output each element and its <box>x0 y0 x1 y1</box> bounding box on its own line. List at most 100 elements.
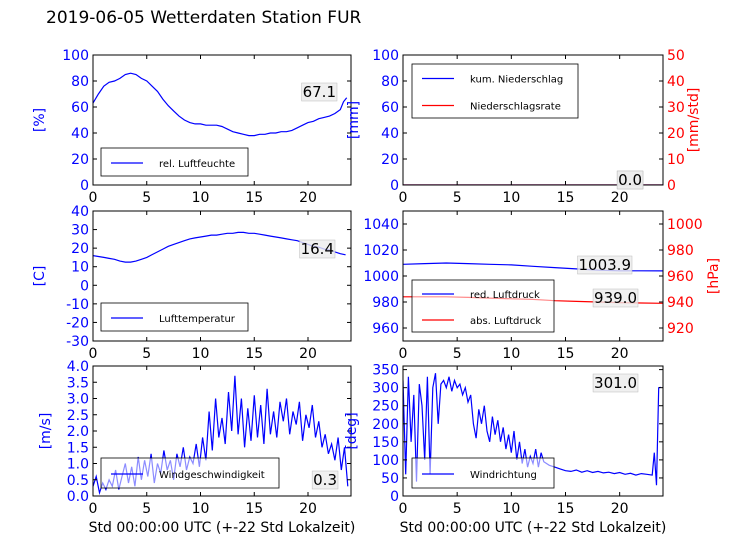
x-tick-label: 20 <box>299 346 317 362</box>
legend-label: kum. Niederschlag <box>470 75 563 86</box>
x-tick-label: 0 <box>89 190 98 206</box>
x-tick-label: 10 <box>192 346 210 362</box>
x-tick-label: 20 <box>611 501 629 517</box>
latest-value-bg <box>577 255 633 275</box>
x-tick-label: 0 <box>399 346 408 362</box>
y-tick-label: 60 <box>381 100 399 116</box>
x-tick-label: 5 <box>142 190 151 206</box>
x-tick-label: 20 <box>299 190 317 206</box>
series-line-0 <box>403 373 661 486</box>
legend-box <box>100 302 249 332</box>
y2-tick-label: 20 <box>667 126 685 142</box>
y-tick-label: 150 <box>372 435 399 451</box>
latest-value: 0.3 <box>313 471 337 489</box>
y-tick-label: 1.5 <box>67 440 89 456</box>
x-tick-label: 15 <box>245 190 263 206</box>
panel-humidity: 0 5 10 15 20 0 20 40 60 80 100 [%] rel. Luftfeuchte 6… <box>32 48 352 206</box>
y-tick-label: 1.0 <box>67 457 89 473</box>
y-tick-label: -20 <box>66 315 89 331</box>
y-tick-label: 100 <box>62 48 89 64</box>
y-axis-label: [C] <box>32 266 48 287</box>
legend-box <box>100 457 280 489</box>
latest-value-bg <box>311 470 339 490</box>
panel-temperature: 0 5 10 15 20 -30 -20 -10 0 10 20 30 40 [C] Lufttempera… <box>32 204 352 362</box>
y2-tick-label: 920 <box>667 321 694 337</box>
y2-tick-label: 30 <box>667 100 685 116</box>
y-tick-label: 40 <box>381 126 399 142</box>
y-tick-label: 80 <box>71 74 89 90</box>
y-tick-label: 250 <box>372 399 399 415</box>
series-line-0 <box>93 72 348 137</box>
y-tick-label: 2.0 <box>67 424 89 440</box>
y-tick-label: 0 <box>80 178 89 194</box>
x-tick-label: 5 <box>453 501 462 517</box>
y-tick-label: 3.0 <box>67 392 89 408</box>
panel-wind-direction: 0 5 10 15 20050100150200250300350[deg]Windri… <box>344 363 664 517</box>
latest-value-bg <box>301 82 338 102</box>
x-tick-label: 5 <box>453 346 462 362</box>
y-tick-label: 1020 <box>363 243 399 259</box>
y-tick-label: -30 <box>66 334 89 350</box>
x-tick-label: 15 <box>557 346 575 362</box>
latest-value-secondary-bg <box>616 170 644 190</box>
x-tick-label: 10 <box>502 346 520 362</box>
y2-tick-label: 10 <box>667 152 685 168</box>
panel-pressure: 0 5 10 15 20 960 980 1000 1020 1040 920 940 960 980 10… <box>363 210 722 362</box>
legend-box <box>411 279 555 333</box>
x-axis-label-right: Std 00:00:00 UTC (+-22 Std Lokalzeit) <box>400 520 667 536</box>
latest-value: 301.0 <box>594 374 637 392</box>
legend-label: Niederschlagsrate <box>470 102 561 113</box>
legend-label: Lufttemperatur <box>159 314 236 325</box>
y-tick-label: 100 <box>372 453 399 469</box>
y-tick-label: 60 <box>71 100 89 116</box>
y-tick-label: 0 <box>390 489 399 505</box>
y-tick-label: 960 <box>372 321 399 337</box>
x-tick-label: 0 <box>399 190 408 206</box>
y2-axis-label: [mm/std] <box>686 88 702 153</box>
panel-wind-speed: 0 5 10 15 20 0.00.51.01.52.02.53.03.54.0 [m/s]… <box>38 359 352 517</box>
y-tick-label: 20 <box>71 241 89 257</box>
y-tick-label: 50 <box>381 471 399 487</box>
x-tick-label: 15 <box>557 190 575 206</box>
y2-tick-label: 50 <box>667 48 685 64</box>
y-tick-label: 350 <box>372 363 399 379</box>
y-tick-label: 30 <box>71 223 89 239</box>
y2-tick-label: 960 <box>667 269 694 285</box>
latest-value-bg <box>592 373 639 393</box>
x-tick-label: 10 <box>502 501 520 517</box>
y2-tick-label: 0 <box>667 178 676 194</box>
y2-axis-label: [hPa] <box>706 258 722 294</box>
latest-value-secondary-bg <box>592 288 639 308</box>
x-tick-label: 0 <box>89 346 98 362</box>
x-tick-label: 10 <box>192 501 210 517</box>
x-axis-label-left: Std 00:00:00 UTC (+-22 Std Lokalzeit) <box>89 520 356 536</box>
y-axis-label: [deg] <box>344 412 360 449</box>
y-tick-label: 10 <box>71 260 89 276</box>
x-tick-label: 10 <box>192 190 210 206</box>
x-tick-label: 15 <box>245 501 263 517</box>
legend-label: Windgeschwindigkeit <box>159 470 265 481</box>
y-tick-label: 20 <box>71 152 89 168</box>
latest-value-secondary: 0.0 <box>618 171 642 189</box>
plot-frame <box>402 54 664 186</box>
x-tick-label: 5 <box>142 346 151 362</box>
y2-tick-label: 940 <box>667 295 694 311</box>
y-tick-label: 200 <box>372 417 399 433</box>
latest-value: 67.1 <box>303 83 336 101</box>
y2-tick-label: 40 <box>667 74 685 90</box>
y-tick-label: 980 <box>372 295 399 311</box>
x-tick-label: 5 <box>453 190 462 206</box>
y-axis-label: [m/s] <box>38 413 54 450</box>
x-tick-label: 20 <box>611 190 629 206</box>
x-tick-label: 15 <box>557 501 575 517</box>
legend-box <box>411 457 555 489</box>
y-axis-label: [%] <box>32 108 48 132</box>
x-tick-label: 10 <box>502 190 520 206</box>
y-tick-label: 0 <box>390 178 399 194</box>
y-tick-label: 1040 <box>363 217 399 233</box>
y-tick-label: 40 <box>71 126 89 142</box>
chart-title: 2019-06-05 Wetterdaten Station FUR <box>46 8 362 28</box>
y-tick-label: 1000 <box>363 269 399 285</box>
y-tick-label: 0.5 <box>67 473 89 489</box>
